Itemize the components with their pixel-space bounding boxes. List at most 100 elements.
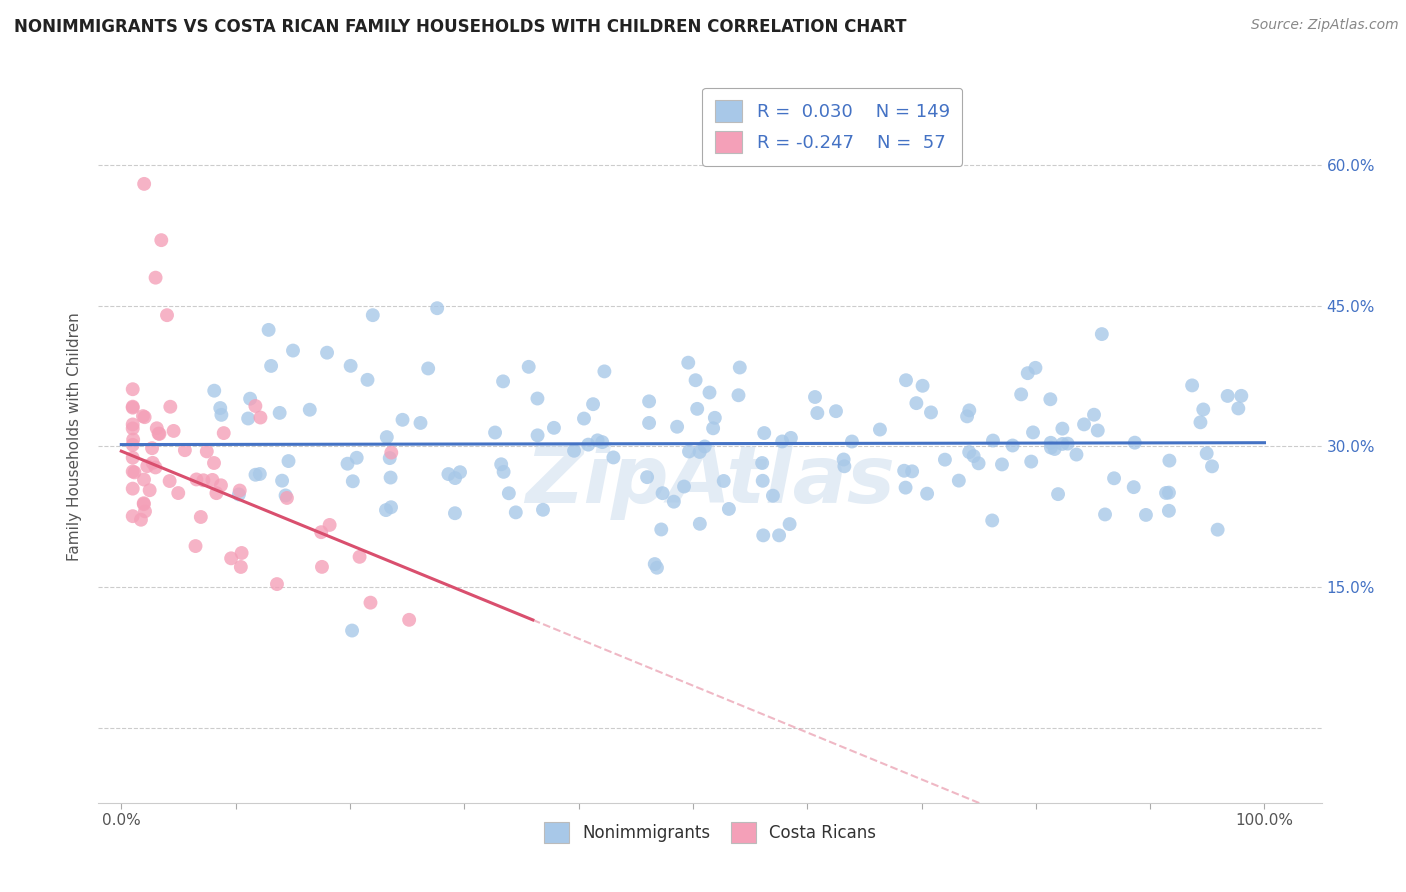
Point bbox=[779, 517, 801, 532]
Point bbox=[894, 481, 917, 495]
Point bbox=[832, 452, 855, 467]
Point bbox=[673, 479, 696, 493]
Point bbox=[915, 486, 938, 500]
Point bbox=[318, 517, 340, 532]
Point bbox=[202, 456, 225, 470]
Point bbox=[901, 464, 924, 478]
Point bbox=[1157, 485, 1180, 500]
Point bbox=[911, 378, 934, 392]
Point bbox=[841, 434, 863, 449]
Point bbox=[444, 506, 467, 520]
Point bbox=[498, 486, 520, 500]
Point bbox=[526, 428, 548, 442]
Point bbox=[1157, 504, 1180, 518]
Point bbox=[957, 403, 980, 417]
Point bbox=[751, 474, 773, 488]
Point bbox=[349, 549, 371, 564]
Text: NONIMMIGRANTS VS COSTA RICAN FAMILY HOUSEHOLDS WITH CHILDREN CORRELATION CHART: NONIMMIGRANTS VS COSTA RICAN FAMILY HOUS… bbox=[14, 18, 907, 36]
Point bbox=[948, 474, 970, 488]
Point bbox=[1230, 389, 1253, 403]
Point bbox=[346, 450, 368, 465]
Point bbox=[398, 613, 420, 627]
Point bbox=[121, 450, 143, 465]
Point bbox=[236, 411, 259, 425]
Point bbox=[638, 394, 661, 409]
Point bbox=[132, 497, 155, 511]
Point bbox=[713, 474, 735, 488]
Point bbox=[219, 551, 242, 566]
Point bbox=[957, 445, 980, 459]
Point bbox=[201, 473, 224, 487]
Point bbox=[342, 475, 364, 489]
Point bbox=[1083, 408, 1105, 422]
Point bbox=[138, 483, 160, 498]
Point bbox=[156, 308, 179, 322]
Point bbox=[1195, 446, 1218, 460]
Point bbox=[150, 233, 173, 247]
Point bbox=[141, 441, 163, 455]
Point bbox=[638, 416, 661, 430]
Point bbox=[967, 456, 990, 470]
Point bbox=[1087, 424, 1109, 438]
Point bbox=[1094, 508, 1116, 522]
Point bbox=[689, 445, 711, 459]
Point bbox=[934, 452, 956, 467]
Point bbox=[145, 270, 167, 285]
Point bbox=[167, 486, 190, 500]
Point bbox=[121, 382, 143, 396]
Point bbox=[956, 409, 979, 424]
Point bbox=[121, 400, 143, 414]
Point bbox=[562, 443, 585, 458]
Point bbox=[380, 445, 402, 459]
Point bbox=[751, 456, 773, 470]
Point bbox=[437, 467, 460, 481]
Point bbox=[505, 505, 527, 519]
Point bbox=[662, 494, 685, 508]
Point bbox=[340, 624, 363, 638]
Point bbox=[391, 413, 413, 427]
Text: ZipAtlas: ZipAtlas bbox=[524, 442, 896, 520]
Point bbox=[426, 301, 449, 316]
Point bbox=[531, 503, 554, 517]
Point bbox=[666, 419, 689, 434]
Point bbox=[121, 482, 143, 496]
Point bbox=[134, 504, 156, 518]
Point bbox=[195, 444, 218, 458]
Point bbox=[1047, 487, 1070, 501]
Point bbox=[129, 513, 152, 527]
Point bbox=[981, 513, 1004, 527]
Point bbox=[266, 577, 288, 591]
Point bbox=[209, 478, 232, 492]
Point bbox=[271, 474, 294, 488]
Point bbox=[1010, 387, 1032, 401]
Point bbox=[132, 496, 155, 510]
Point bbox=[257, 323, 280, 337]
Point bbox=[869, 423, 891, 437]
Point bbox=[591, 435, 613, 450]
Point bbox=[920, 405, 942, 419]
Point bbox=[132, 409, 155, 423]
Point bbox=[444, 471, 467, 485]
Point bbox=[202, 384, 225, 398]
Point bbox=[375, 430, 398, 444]
Point bbox=[145, 460, 167, 475]
Point bbox=[492, 375, 515, 389]
Point bbox=[269, 406, 291, 420]
Point bbox=[1073, 417, 1095, 432]
Point bbox=[693, 440, 716, 454]
Point bbox=[1001, 438, 1024, 452]
Point bbox=[754, 425, 776, 440]
Point bbox=[205, 486, 228, 500]
Point bbox=[1056, 436, 1078, 450]
Point bbox=[186, 472, 208, 486]
Point bbox=[602, 450, 624, 465]
Point bbox=[717, 502, 740, 516]
Point bbox=[1206, 523, 1229, 537]
Point bbox=[752, 528, 775, 542]
Point bbox=[380, 470, 402, 484]
Point bbox=[644, 557, 666, 571]
Point bbox=[572, 411, 595, 425]
Point bbox=[146, 421, 169, 435]
Point bbox=[893, 464, 915, 478]
Point bbox=[991, 458, 1014, 472]
